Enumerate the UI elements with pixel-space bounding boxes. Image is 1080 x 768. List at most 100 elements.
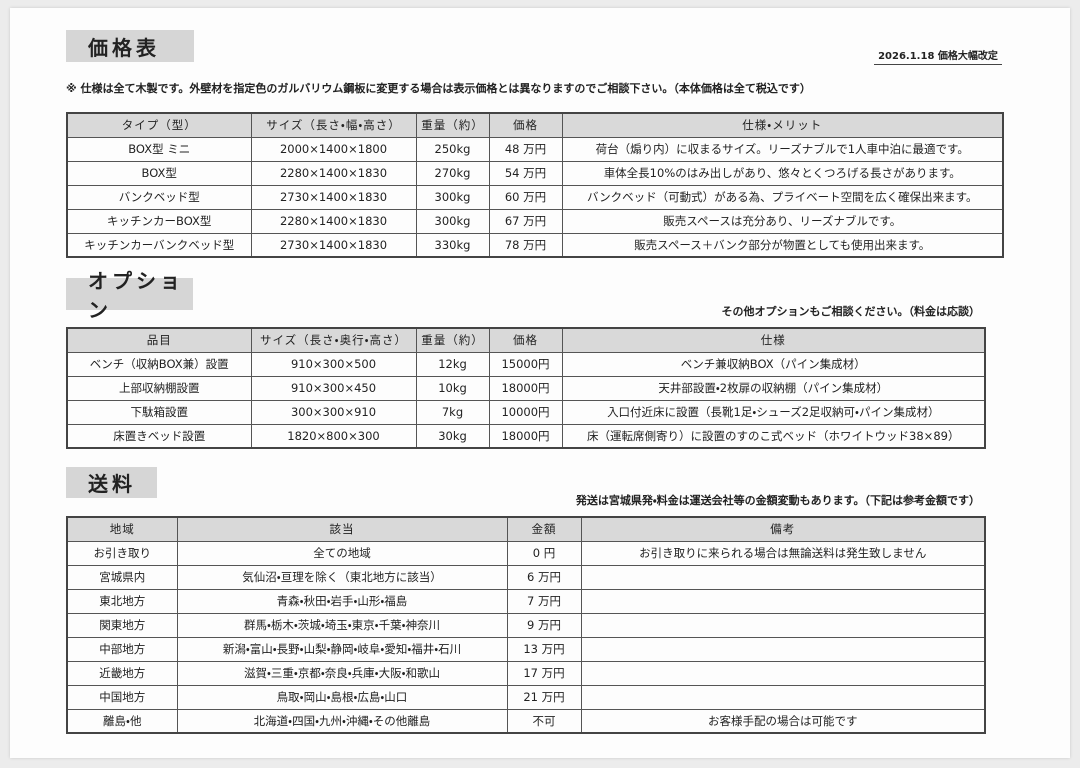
table-cell: 250kg (415, 136, 490, 162)
column-header: 該当 (176, 516, 508, 542)
table-cell: 1820×800×300 (250, 423, 417, 449)
table-cell: 18000円 (488, 423, 563, 449)
table-row: ベンチ（収納BOX兼）設置 910×300×500 12kg 15000円 ベンチ兼収納… (66, 351, 986, 377)
table-cell: 6 万円 (506, 564, 582, 590)
table-row: 離島・他 北海道・四国・九州・沖縄・その他離島 不可 お客様手配の場合は可能です (66, 708, 986, 734)
table-row: 中国地方 鳥取・岡山・島根・広島・山口 21 万円 (66, 684, 986, 710)
table-cell: 鳥取・岡山・島根・広島・山口 (176, 684, 508, 710)
table-cell: 15000円 (488, 351, 563, 377)
table-row: 関東地方 群馬・栃木・茨城・埼玉・東京・千葉・神奈川 9 万円 (66, 612, 986, 638)
table-cell: 青森・秋田・岩手・山形・福島 (176, 588, 508, 614)
table-cell: お客様手配の場合は可能です (580, 708, 986, 734)
table-cell: 48 万円 (488, 136, 563, 162)
table-cell: 床置きベッド設置 (66, 423, 252, 449)
table-row: 中部地方 新潟・富山・長野・山梨・静岡・岐阜・愛知・福井・石川 13 万円 (66, 636, 986, 662)
table-cell: ベンチ兼収納BOX（パイン集成材） (561, 351, 986, 377)
table-cell: 離島・他 (66, 708, 178, 734)
table-cell: 17 万円 (506, 660, 582, 686)
column-header: 重量（約） (415, 112, 490, 138)
column-header: 地域 (66, 516, 178, 542)
table-cell: 2280×1400×1830 (250, 208, 417, 234)
table-cell: 天井部設置・2枚扉の収納棚（パイン集成材） (561, 375, 986, 401)
table-cell: 関東地方 (66, 612, 178, 638)
column-header: タイプ（型） (66, 112, 252, 138)
table-cell: 下駄箱設置 (66, 399, 252, 425)
table-cell: 300×300×910 (250, 399, 417, 425)
table-cell: 910×300×500 (250, 351, 417, 377)
column-header: 価格 (488, 327, 563, 353)
table-cell: 330kg (415, 232, 490, 258)
table-cell: 18000円 (488, 375, 563, 401)
header-row: 地域 該当 金額 備考 (66, 516, 986, 542)
section-note: ※ 仕様は全て木製です。外壁材を指定色のガルバリウム鋼板に変更する場合は表示価格… (66, 82, 811, 95)
table-cell (580, 636, 986, 662)
column-header: 仕様・メリット (561, 112, 1004, 138)
table-cell: 新潟・富山・長野・山梨・静岡・岐阜・愛知・福井・石川 (176, 636, 508, 662)
table-cell: ベンチ（収納BOX兼）設置 (66, 351, 252, 377)
table-cell: 9 万円 (506, 612, 582, 638)
table-row: キッチンカーバンクベッド型 2730×1400×1830 330kg 78 万円 販売ス… (66, 232, 1004, 258)
column-header: 仕様 (561, 327, 986, 353)
table-cell: 10000円 (488, 399, 563, 425)
column-header: 備考 (580, 516, 986, 542)
column-header: 重量（約） (415, 327, 490, 353)
table-cell (580, 588, 986, 614)
header-row: 品目 サイズ（長さ・奥行・高さ） 重量（約） 価格 仕様 (66, 327, 986, 353)
table-row: 近畿地方 滋賀・三重・京都・奈良・兵庫・大阪・和歌山 17 万円 (66, 660, 986, 686)
table-cell: 床（運転席側寄り）に設置のすのこ式ベッド（ホワイトウッド38×89） (561, 423, 986, 449)
table-cell: 7kg (415, 399, 490, 425)
table-cell: 12kg (415, 351, 490, 377)
table-cell: 群馬・栃木・茨城・埼玉・東京・千葉・神奈川 (176, 612, 508, 638)
table-row: キッチンカーBOX型 2280×1400×1830 300kg 67 万円 販売スペース… (66, 208, 1004, 234)
table-cell: 54 万円 (488, 160, 563, 186)
table-row: 下駄箱設置 300×300×910 7kg 10000円 入口付近床に設置（長靴1足・シ… (66, 399, 986, 425)
table-cell (580, 612, 986, 638)
section-title: 価格表 (66, 30, 194, 62)
table-cell: 21 万円 (506, 684, 582, 710)
column-header: サイズ（長さ・奥行・高さ） (250, 327, 417, 353)
header-row: タイプ（型） サイズ（長さ・幅・高さ） 重量（約） 価格 仕様・メリット (66, 112, 1004, 138)
table-cell: 910×300×450 (250, 375, 417, 401)
table-cell: 中部地方 (66, 636, 178, 662)
table-cell: 気仙沼・亘理を除く（東北地方に該当） (176, 564, 508, 590)
shipping-table: 地域 該当 金額 備考 お引き取り 全ての地域 0 円お引き取りに来られる場合は無論送料は発… (66, 516, 986, 734)
table-cell: 7 万円 (506, 588, 582, 614)
table-cell: 近畿地方 (66, 660, 178, 686)
table-cell: 300kg (415, 208, 490, 234)
table-cell: 2730×1400×1830 (250, 232, 417, 258)
table-cell: 2730×1400×1830 (250, 184, 417, 210)
table-cell (580, 564, 986, 590)
table-cell: キッチンカーBOX型 (66, 208, 252, 234)
table-cell: 不可 (506, 708, 582, 734)
table-row: 上部収納棚設置 910×300×450 10kg 18000円 天井部設置・2枚扉の収納… (66, 375, 986, 401)
table-cell: 入口付近床に設置（長靴1足・シューズ2足収納可・パイン集成材） (561, 399, 986, 425)
table-row: BOX型 ミニ 2000×1400×1800 250kg 48 万円 荷台（煽り内）に収… (66, 136, 1004, 162)
table-cell: キッチンカーバンクベッド型 (66, 232, 252, 258)
table-cell: 30kg (415, 423, 490, 449)
column-header: 金額 (506, 516, 582, 542)
table-cell: 車体全長10%のはみ出しがあり、悠々とくつろげる長さがあります。 (561, 160, 1004, 186)
table-cell: BOX型 ミニ (66, 136, 252, 162)
table-cell (580, 684, 986, 710)
table-cell: 宮城県内 (66, 564, 178, 590)
table-cell: 78 万円 (488, 232, 563, 258)
table-cell: お引き取りに来られる場合は無論送料は発生致しません (580, 540, 986, 566)
table-cell: お引き取り (66, 540, 178, 566)
table-cell: 300kg (415, 184, 490, 210)
table-cell: 滋賀・三重・京都・奈良・兵庫・大阪・和歌山 (176, 660, 508, 686)
price-table: タイプ（型） サイズ（長さ・幅・高さ） 重量（約） 価格 仕様・メリット BOX型 ミニ 2… (66, 112, 1004, 258)
table-cell: 販売スペースは充分あり、リーズナブルです。 (561, 208, 1004, 234)
table-row: 宮城県内 気仙沼・亘理を除く（東北地方に該当） 6 万円 (66, 564, 986, 590)
table-row: 東北地方 青森・秋田・岩手・山形・福島 7 万円 (66, 588, 986, 614)
table-cell: 荷台（煽り内）に収まるサイズ。リーズナブルで1人車中泊に最適です。 (561, 136, 1004, 162)
table-cell: 上部収納棚設置 (66, 375, 252, 401)
table-row: お引き取り 全ての地域 0 円お引き取りに来られる場合は無論送料は発生致しません (66, 540, 986, 566)
table-cell: 60 万円 (488, 184, 563, 210)
section-title: オプション (66, 269, 193, 322)
table-cell: 13 万円 (506, 636, 582, 662)
column-header: サイズ（長さ・幅・高さ） (250, 112, 417, 138)
table-cell: BOX型 (66, 160, 252, 186)
table-row: バンクベッド型 2730×1400×1830 300kg 60 万円 バンクベッド（可動… (66, 184, 1004, 210)
section-title: 送料 (66, 467, 157, 498)
